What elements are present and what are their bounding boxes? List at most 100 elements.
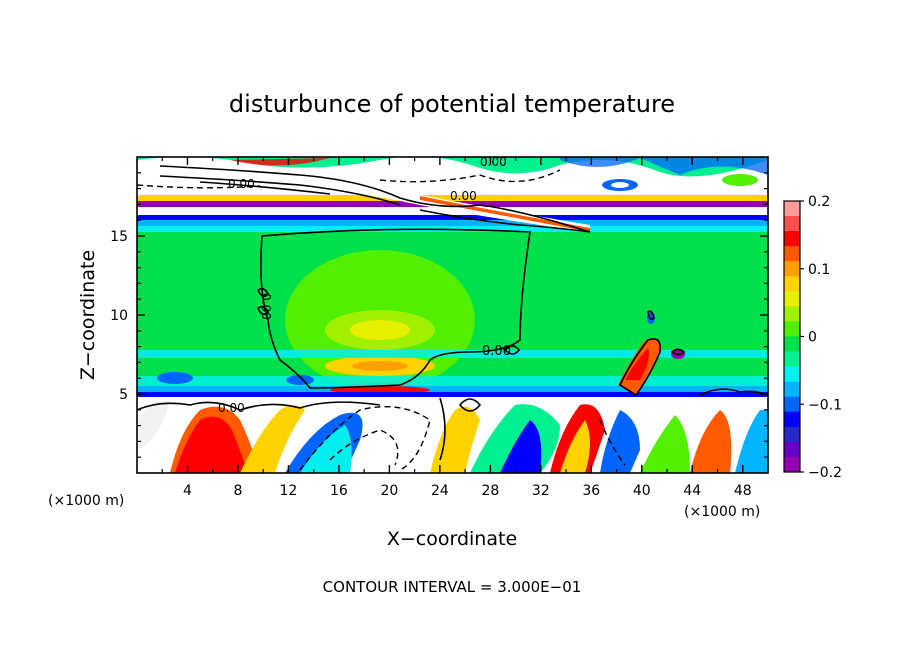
- contour-label-4: 0.00: [482, 344, 511, 359]
- band-3: [137, 207, 768, 215]
- dashed-contours: [137, 169, 626, 471]
- contour-zero-main: [260, 228, 531, 389]
- contour-wave-6: [439, 397, 446, 461]
- field-upper-blob-3: [230, 158, 330, 166]
- contour-interval-note: CONTOUR INTERVAL = 3.000E−01: [323, 578, 582, 596]
- colorbar-swatch: [784, 231, 800, 247]
- bl-warm-1: [430, 406, 480, 473]
- contour-cell-2: [257, 305, 269, 316]
- dashed-contour-5: [599, 419, 626, 466]
- colorbar-swatch: [784, 201, 800, 217]
- x-tick-label: 20: [380, 483, 398, 499]
- bl-blue-5: [735, 410, 768, 473]
- x-tick-label: 8: [233, 483, 242, 499]
- cell-2: [625, 348, 649, 380]
- x-tick-label: 12: [280, 483, 298, 499]
- field-upper-blob-2: [560, 157, 768, 175]
- colorbar-tick-label: 0.1: [808, 262, 830, 278]
- contour-wave-3: [199, 181, 331, 195]
- colorbar-swatch: [784, 426, 800, 443]
- bl-red-4: [690, 410, 732, 473]
- x-tick-label: 4: [183, 483, 192, 499]
- contour-wave-2: [159, 175, 401, 206]
- contour-wave-1: [159, 165, 591, 233]
- colorbar-swatch: [784, 261, 800, 277]
- dashed-contour-3: [137, 184, 261, 189]
- y-tick-label: 5: [119, 387, 128, 403]
- x-tick-label: 16: [330, 483, 348, 499]
- field-upper-blob-5: [611, 182, 629, 188]
- colorbar-swatch: [784, 396, 800, 413]
- bl-yellow-1: [240, 405, 305, 473]
- x-tick-label: 28: [481, 483, 499, 499]
- bl-blue-2: [300, 425, 352, 473]
- colorbar-swatch: [784, 456, 800, 473]
- x-tick-label: 40: [633, 483, 651, 499]
- contour-label-6: 0.00: [259, 293, 273, 320]
- x-tick-label: 32: [532, 483, 550, 499]
- colorbar-swatch: [784, 336, 800, 353]
- bl-gray-patch: [137, 400, 170, 450]
- contour-cell-6: [647, 310, 655, 320]
- y-axis: 5 10 15: [110, 172, 768, 458]
- colorbar-swatch: [784, 411, 800, 428]
- colorbar-swatch: [784, 306, 800, 322]
- colorbar-swatch: [784, 246, 800, 262]
- warm-core-3: [350, 320, 410, 340]
- dashed-contour-1: [299, 405, 431, 471]
- chart-title: disturbunce of potential temperature: [229, 90, 675, 118]
- mid-band-3: [137, 386, 768, 392]
- y-tick-label: 10: [110, 308, 128, 324]
- colorbar-swatch: [784, 291, 800, 307]
- colorbar-swatch: [784, 351, 800, 368]
- contour-cell-1: [257, 287, 269, 298]
- colorbar-swatch: [784, 366, 800, 383]
- bl-green-2: [640, 415, 690, 473]
- contour-wave-5: [137, 401, 381, 411]
- mid-blob-2: [286, 375, 314, 385]
- colorbar-swatch: [784, 216, 800, 232]
- contour-lines: [137, 165, 768, 461]
- x-tick-label: 44: [683, 483, 701, 499]
- bl-blue-4: [600, 410, 640, 473]
- x-tick-label: 36: [582, 483, 600, 499]
- field-upper-blob-6: [722, 174, 758, 186]
- contour-label-3: 0.00: [450, 189, 477, 203]
- jet-feature-red: [420, 196, 590, 232]
- mid-band-1: [137, 350, 768, 358]
- y-tick-label: 15: [110, 229, 128, 245]
- dashed-contour-4: [379, 169, 561, 183]
- colorbar-swatch: [784, 276, 800, 292]
- bl-blue-3: [500, 420, 542, 473]
- colorbar-swatch: [784, 381, 800, 398]
- contour-cell-3: [503, 345, 521, 355]
- x-axis: 4 8 12 16 20 24 28 32 36 40 44 48: [161, 157, 752, 499]
- contour-label-1: 0.00: [480, 155, 507, 169]
- warm-core-5: [352, 361, 408, 371]
- colorbar: 0.2 0.1 0 −0.1 −0.2: [783, 194, 842, 481]
- colorbar-tick-label: 0.2: [808, 194, 830, 210]
- colorbar-tick-label: 0: [808, 330, 817, 346]
- x-tick-label: 48: [734, 483, 752, 499]
- colorbar-swatch: [784, 441, 800, 458]
- y-axis-label: Z−coordinate: [77, 250, 99, 380]
- band-5: [137, 220, 768, 226]
- contour-cell-4: [618, 338, 662, 397]
- band-1: [137, 195, 768, 201]
- bl-yellow-2: [560, 420, 590, 473]
- colorbar-tick-label: −0.2: [808, 465, 842, 481]
- plot-area: [137, 157, 768, 473]
- contour-wave-4: [419, 209, 591, 233]
- bl-red-2: [175, 416, 248, 473]
- x-axis-label: X−coordinate: [387, 528, 517, 550]
- contour-label-5: 0.00: [218, 401, 245, 415]
- band-4: [137, 215, 768, 220]
- mid-blob-1: [157, 372, 193, 384]
- x-unit-right: (×1000 m): [684, 504, 760, 520]
- colorbar-swatch: [784, 321, 800, 337]
- x-tick-label: 24: [431, 483, 449, 499]
- mid-band-2: [137, 376, 768, 386]
- jet-feature: [180, 168, 590, 232]
- mid-band-4: [137, 392, 768, 397]
